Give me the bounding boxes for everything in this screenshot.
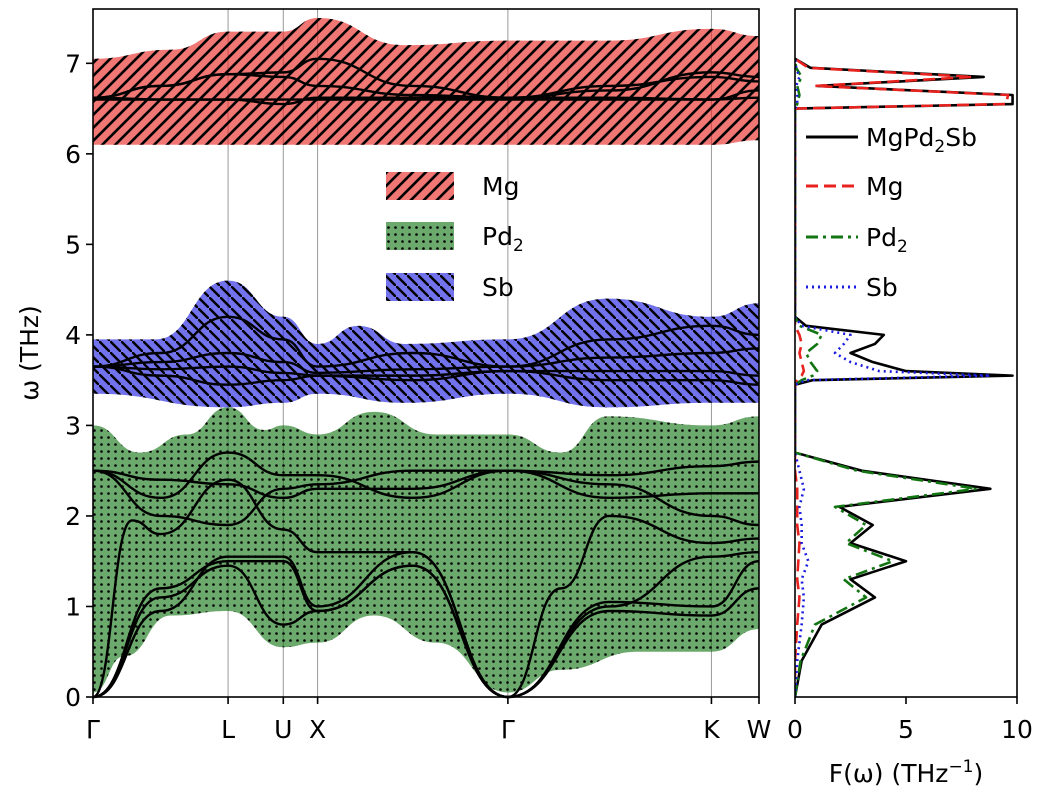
- legend-hatch-pd: [386, 222, 454, 250]
- y-tick-label: 3: [65, 411, 81, 440]
- legend-hatch-mg: [386, 172, 454, 200]
- dos-line-pd: [795, 58, 979, 698]
- branch-line: [93, 469, 759, 527]
- dos-legend-label-mgpd: MgPd2Sb: [866, 123, 977, 157]
- legend-label-mg: Mg: [482, 172, 519, 201]
- branch-line: [93, 315, 759, 368]
- x-tick-label: W: [747, 715, 772, 744]
- dos-frame: [794, 8, 1018, 698]
- dos-x-tick-label: 5: [898, 715, 914, 744]
- y-tick-label: 6: [65, 140, 81, 169]
- dos-legend-label-pd: Pd2: [866, 223, 908, 257]
- x-tick-label: Γ: [501, 715, 515, 744]
- band-hatch-pd: [93, 407, 759, 693]
- band-hatch-sb: [93, 280, 759, 408]
- branch-line: [93, 564, 759, 699]
- band-hatch-mg: [93, 18, 759, 145]
- branch-line: [93, 469, 759, 527]
- dos-x-axis-title: F(ω) (THz−1): [829, 757, 984, 788]
- dos-line-mgpd: [795, 57, 1014, 698]
- x-tick-label: X: [309, 715, 326, 744]
- legend-label-sb: Sb: [482, 273, 514, 302]
- main-frame: [92, 8, 760, 698]
- legend-hatch-sb: [386, 273, 454, 301]
- dos-legend-label-mg: Mg: [866, 172, 903, 201]
- y-tick-label: 5: [65, 230, 81, 259]
- y-tick-label: 4: [65, 321, 81, 350]
- x-tick-label: L: [221, 715, 235, 744]
- y-tick-label: 7: [65, 49, 81, 78]
- y-tick-label: 2: [65, 502, 81, 531]
- dos-legend-label-sb: Sb: [866, 273, 898, 302]
- branch-line: [93, 89, 759, 106]
- branch-line: [93, 451, 759, 500]
- y-tick-label: 0: [65, 683, 81, 712]
- x-tick-label: Γ: [86, 715, 100, 744]
- legend-label-pd: Pd2: [482, 222, 524, 256]
- y-tick-label: 1: [65, 592, 81, 621]
- dispersion-plot: 0 1 2 3 4 5 6 7 Γ L U X Γ K Wω (THz) Mg Pd2 Sb: [15, 8, 772, 744]
- dos-area: [795, 57, 1014, 698]
- dos-line-mg: [795, 57, 1010, 697]
- x-tick-label: K: [703, 715, 720, 744]
- y-axis-title: ω (THz): [15, 305, 44, 401]
- branch-line: [93, 365, 759, 377]
- branch-line: [93, 365, 759, 386]
- x-tick-label: U: [274, 715, 292, 744]
- branch-line: [93, 57, 759, 99]
- dos-x-tick-label: 0: [787, 715, 803, 744]
- branch-line: [93, 478, 759, 699]
- branch-line: [93, 550, 759, 699]
- branch-line: [93, 347, 759, 375]
- plot-area: [93, 9, 759, 699]
- dos-x-tick-label: 10: [1001, 715, 1033, 744]
